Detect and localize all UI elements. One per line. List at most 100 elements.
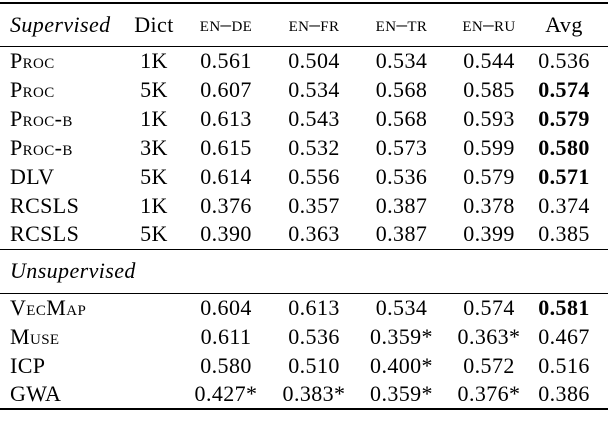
dict-cell-empty <box>126 351 182 380</box>
avg-cell: 0.536 <box>538 47 590 73</box>
score-cell: 0.614 <box>200 163 252 189</box>
dict-cell-empty <box>126 293 182 322</box>
method-cell: Proc <box>10 76 55 102</box>
table-row-proc-5k: Proc 5K 0.607 0.534 0.568 0.585 0.574 <box>0 75 608 104</box>
score-cell: 0.534 <box>375 294 428 320</box>
method-cell: VecMap <box>10 294 87 320</box>
avg-cell: 0.581 <box>538 294 590 320</box>
method-cell: RCSLS <box>10 221 80 247</box>
header-lang-en-tr: en–tr <box>375 12 428 37</box>
avg-cell: 0.516 <box>538 352 590 378</box>
score-cell: 0.593 <box>463 105 515 131</box>
score-cell: 0.400* <box>370 352 433 378</box>
score-cell: 0.556 <box>288 163 340 189</box>
dict-cell: 5K <box>140 76 168 102</box>
avg-cell: 0.571 <box>538 163 590 189</box>
score-cell: 0.378 <box>463 192 515 218</box>
avg-cell: 0.374 <box>538 192 590 218</box>
score-cell: 0.561 <box>200 47 252 73</box>
score-cell: 0.613 <box>288 294 340 320</box>
unsupervised-label: Unsupervised <box>10 258 136 283</box>
score-cell: 0.615 <box>200 134 252 160</box>
score-cell: 0.387 <box>375 192 428 218</box>
method-cell: Proc <box>10 47 55 73</box>
table-row-vecmap: VecMap 0.604 0.613 0.534 0.574 0.581 <box>0 293 608 322</box>
score-cell: 0.573 <box>375 134 428 160</box>
score-cell: 0.363 <box>288 221 340 247</box>
avg-cell: 0.467 <box>538 323 590 349</box>
table-row-dlv-5k: DLV 5K 0.614 0.556 0.536 0.579 0.571 <box>0 162 608 191</box>
unsupervised-section: VecMap 0.604 0.613 0.534 0.574 0.581 Mus… <box>0 293 608 409</box>
table-row-rcsls-1k: RCSLS 1K 0.376 0.357 0.387 0.378 0.374 <box>0 191 608 220</box>
table-row-gwa: GWA 0.427* 0.383* 0.359* 0.376* 0.386 <box>0 380 608 409</box>
avg-cell: 0.579 <box>538 105 590 131</box>
supervised-section: Proc 1K 0.561 0.504 0.534 0.544 0.536 Pr… <box>0 46 608 249</box>
score-cell: 0.613 <box>200 105 252 131</box>
dict-cell-empty <box>126 380 182 409</box>
dict-cell-empty <box>126 322 182 351</box>
method-cell: Proc-b <box>10 134 73 160</box>
unsupervised-label-row: Unsupervised <box>0 249 608 293</box>
dict-cell: 1K <box>140 105 168 131</box>
header-row: Supervised Dict en–de en–fr en–tr en–ru … <box>0 3 608 46</box>
dict-cell: 3K <box>140 134 168 160</box>
avg-cell: 0.574 <box>538 76 590 102</box>
method-cell: GWA <box>10 381 62 406</box>
score-cell: 0.357 <box>288 192 340 218</box>
score-cell: 0.504 <box>288 47 340 73</box>
table-row-rcsls-5k: RCSLS 5K 0.390 0.363 0.387 0.399 0.385 <box>0 220 608 249</box>
score-cell: 0.534 <box>375 47 428 73</box>
header-dict: Dict <box>134 11 174 37</box>
method-cell: RCSLS <box>10 192 80 218</box>
unsupervised-section-header: Unsupervised <box>0 249 608 293</box>
method-cell: DLV <box>10 163 55 189</box>
score-cell: 0.510 <box>288 352 340 378</box>
table-header: Supervised Dict en–de en–fr en–tr en–ru … <box>0 3 608 46</box>
score-cell: 0.359* <box>370 323 433 349</box>
score-cell: 0.572 <box>463 352 515 378</box>
score-cell: 0.359* <box>370 381 433 406</box>
header-supervised: Supervised <box>10 11 111 37</box>
method-cell: Proc-b <box>10 105 73 131</box>
header-lang-en-ru: en–ru <box>462 12 516 37</box>
score-cell: 0.607 <box>200 76 252 102</box>
score-cell: 0.568 <box>375 105 428 131</box>
score-cell: 0.390 <box>200 221 252 247</box>
dict-cell: 5K <box>140 163 168 189</box>
score-cell: 0.544 <box>463 47 515 73</box>
dict-cell: 5K <box>140 221 168 247</box>
score-cell: 0.599 <box>463 134 515 160</box>
score-cell: 0.387 <box>375 221 428 247</box>
dict-cell: 1K <box>140 192 168 218</box>
score-cell: 0.532 <box>288 134 340 160</box>
score-cell: 0.611 <box>200 323 252 349</box>
score-cell: 0.376 <box>200 192 252 218</box>
score-cell: 0.568 <box>375 76 428 102</box>
score-cell: 0.534 <box>288 76 340 102</box>
score-cell: 0.543 <box>288 105 340 131</box>
table-row-muse: Muse 0.611 0.536 0.359* 0.363* 0.467 <box>0 322 608 351</box>
method-cell: Muse <box>10 323 60 349</box>
score-cell: 0.574 <box>463 294 515 320</box>
header-lang-en-fr: en–fr <box>288 12 340 37</box>
score-cell: 0.604 <box>200 294 252 320</box>
score-cell: 0.580 <box>200 352 252 378</box>
avg-cell: 0.385 <box>538 221 590 247</box>
method-cell: ICP <box>10 352 46 378</box>
header-lang-en-de: en–de <box>199 12 253 37</box>
score-cell: 0.427* <box>194 381 258 406</box>
score-cell: 0.536 <box>288 323 340 349</box>
score-cell: 0.536 <box>375 163 428 189</box>
table-row-proc-b-3k: Proc-b 3K 0.615 0.532 0.573 0.599 0.580 <box>0 133 608 162</box>
table-row-proc-b-1k: Proc-b 1K 0.613 0.543 0.568 0.593 0.579 <box>0 104 608 133</box>
table-row-icp: ICP 0.580 0.510 0.400* 0.572 0.516 <box>0 351 608 380</box>
score-cell: 0.363* <box>457 323 521 349</box>
table-row-proc-1k: Proc 1K 0.561 0.504 0.534 0.544 0.536 <box>0 46 608 75</box>
header-avg: Avg <box>545 11 583 37</box>
score-cell: 0.376* <box>457 381 521 406</box>
avg-cell: 0.580 <box>538 134 590 160</box>
score-cell: 0.579 <box>463 163 515 189</box>
score-cell: 0.383* <box>282 381 346 406</box>
avg-cell: 0.386 <box>538 381 590 406</box>
